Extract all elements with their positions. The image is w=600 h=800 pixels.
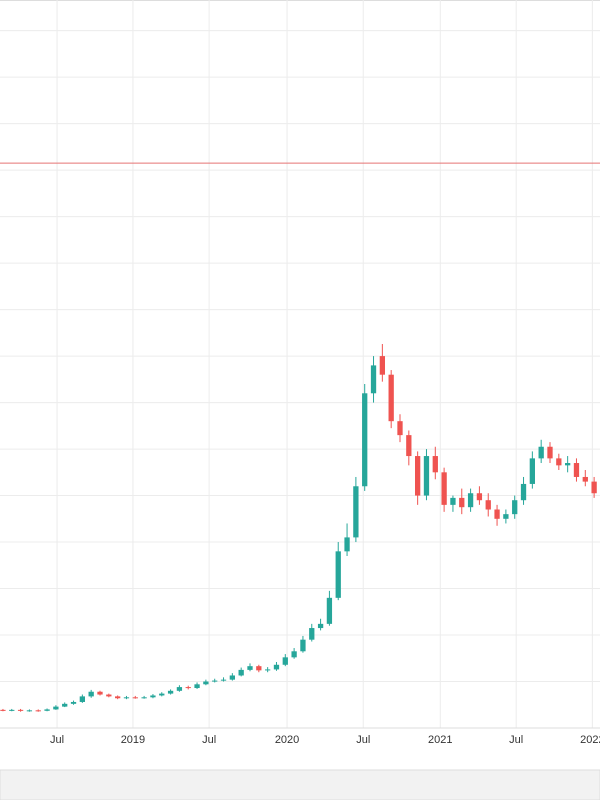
candle-body [326,597,333,624]
candle-body [115,696,121,699]
candle-body [229,675,235,680]
candle-body [450,497,456,505]
candle-body [273,664,280,670]
candle-body [565,463,571,466]
candle-body [17,709,24,711]
candle-body [70,701,77,704]
candle-body [88,691,94,697]
candle-body [62,703,68,707]
x-tick-label: Jul [356,734,370,746]
candle-body [79,696,85,702]
x-tick-label: 2021 [428,734,452,746]
candle-body [9,709,15,711]
candle-body [362,393,368,487]
candle-body [256,666,262,671]
candle-body [467,493,474,508]
candle-body [220,679,227,681]
candle-body [494,509,500,519]
candle-body [556,458,562,466]
candle-body [370,365,377,394]
candle-body [309,628,315,640]
candle-body [265,669,271,671]
candle-body [141,697,147,699]
candle-body [159,693,165,696]
candle-body [512,500,518,515]
candle-body [194,684,200,689]
candle-body [123,697,130,699]
candle-body [167,690,174,694]
candle-body [97,691,103,695]
x-tick-label: 2020 [275,734,299,746]
candle-body [573,463,580,477]
candle-body [423,456,430,496]
candle-body [591,481,597,494]
candle-body [476,493,483,501]
x-tick-label: Jul [509,734,523,746]
x-tick-label: 2022 [580,734,600,746]
candle-body [44,709,50,711]
candle-body [300,639,306,652]
candle-body [397,421,403,436]
candle-body [344,537,350,552]
candle-body [529,458,535,484]
candle-body [379,356,385,375]
candle-body [388,374,394,422]
x-tick-label: Jul [50,734,64,746]
candle-body [53,706,59,710]
candle-body [538,446,544,459]
candle-body [35,710,41,712]
candle-body [291,651,297,658]
candle-body [353,486,359,538]
candle-body [547,446,553,459]
candle-body [150,695,156,698]
candle-body [247,666,253,670]
x-tick-label: Jul [202,734,216,746]
candle-body [238,669,244,676]
candle-body [582,476,588,482]
candle-body [132,697,138,699]
candle-body [520,483,527,501]
candle-body [415,456,421,496]
x-tick-label: 2019 [121,734,145,746]
candle-body [176,687,183,691]
candle-body [459,497,465,508]
candle-body [106,694,112,697]
candle-body [406,435,412,457]
candle-body [432,456,438,473]
candle-body [503,514,509,519]
candle-body [212,680,218,682]
candle-body [485,500,491,510]
scroll-bar [0,769,600,800]
candle-body [185,687,191,689]
candle-body [26,710,33,712]
candle-body [317,623,324,629]
candle-body [0,709,6,711]
candle-body [203,681,209,685]
candle-body [441,472,447,505]
candle-body [282,657,288,665]
candle-body [335,551,341,598]
